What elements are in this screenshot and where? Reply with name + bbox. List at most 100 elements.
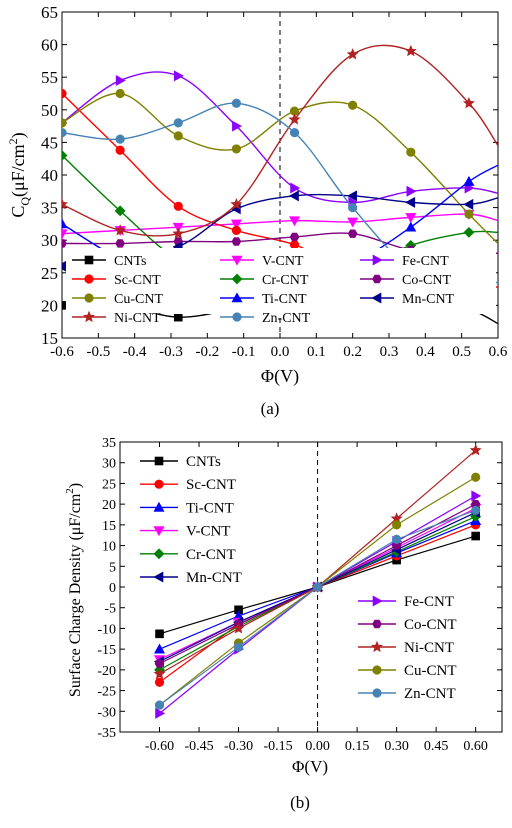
legend-item-zn-cnt-b: Zn-CNT xyxy=(358,686,456,702)
legend-marker-b xyxy=(372,595,383,607)
data-point-cu-cnt-a xyxy=(406,147,416,157)
data-point-co-cnt-b xyxy=(154,659,165,668)
y-tick-label-b: -10 xyxy=(97,622,116,637)
legend-label-a: Fe-CNT xyxy=(402,254,449,269)
x-tick-label-a: -0.2 xyxy=(195,344,219,360)
data-point-mn-cnt-a xyxy=(405,196,416,208)
legend-item-co-cnt-a: Co-CNT xyxy=(360,273,451,288)
x-tick-label-a: 0.0 xyxy=(271,344,290,360)
data-point-zn-cnt-a xyxy=(115,134,125,144)
series-line-fe-cnt-a xyxy=(62,71,498,204)
legend-item-ti-cnt-a: Ti-CNT xyxy=(220,292,307,307)
data-point-cu-cnt-a xyxy=(231,144,241,154)
legend-marker-a xyxy=(372,254,383,266)
data-point-zn-cnt-b xyxy=(154,700,165,710)
series-zn-cnt-b xyxy=(154,505,481,710)
data-point-ti-cnt-a xyxy=(405,221,417,232)
x-tick-label-b: 0.30 xyxy=(384,739,409,754)
data-point-fe-cnt-b xyxy=(155,707,166,719)
data-point-co-cnt-a xyxy=(62,239,67,248)
legend-marker-b xyxy=(153,571,164,583)
data-point-cnts-b xyxy=(471,531,480,541)
legend-label-b: Co-CNT xyxy=(404,617,457,633)
chart-panel-b: -0.60 -0.45 -0.30 -0.15 0.00 0.15 0.30 0.45 0.60… xyxy=(64,436,503,812)
data-point-v-cnt-a xyxy=(62,229,68,240)
data-point-co-cnt-a xyxy=(289,232,300,242)
legend-label-a: Ti-CNT xyxy=(262,292,307,307)
x-tick-label-a: 0.5 xyxy=(452,344,471,360)
data-point-sc-cnt-a xyxy=(231,225,241,236)
data-point-zn-cnt-b xyxy=(233,642,244,652)
data-point-cu-cnt-a xyxy=(348,100,358,110)
data-point-zn-cnt-a xyxy=(62,128,67,138)
x-tick-label-b: 0.60 xyxy=(463,739,488,754)
y-axis-label-a: CQ(μF/cm2) xyxy=(6,132,32,217)
legend-item-zn-cnt-a: Zn-CNT xyxy=(220,311,311,326)
legend-item-cnts-b: CNTs xyxy=(140,454,221,470)
x-axis-label-a: Φ(V) xyxy=(261,366,299,387)
legend-item-sc-cnt-a: Sc-CNT xyxy=(72,273,161,288)
data-point-co-cnt-a xyxy=(115,239,125,248)
legend-item-cr-cnt-a: Cr-CNT xyxy=(220,273,309,288)
data-point-zn-cnt-a xyxy=(231,98,241,108)
data-point-sc-cnt-a xyxy=(289,240,300,250)
legend-label-a: Co-CNT xyxy=(402,273,451,288)
legend-marker-a xyxy=(231,273,243,285)
x-tick-label-b: 0.45 xyxy=(424,739,449,754)
data-point-zn-cnt-a xyxy=(348,203,358,213)
x-tick-label-a: -0.4 xyxy=(123,344,147,360)
x-tick-label-a: 0.2 xyxy=(343,344,362,360)
x-tick-label-a: 0.6 xyxy=(489,344,508,360)
data-point-v-cnt-a xyxy=(405,213,417,223)
y-tick-label-b: 25 xyxy=(102,477,116,492)
legend-item-ti-cnt-b: Ti-CNT xyxy=(140,500,234,516)
series-line-ni-cnt-a xyxy=(62,44,498,237)
data-point-ni-cnt-a xyxy=(346,48,359,60)
y-tick-label-b: 20 xyxy=(102,498,116,513)
data-point-ni-cnt-a xyxy=(288,113,301,125)
legend-marker-b xyxy=(153,501,165,512)
legend-marker-a xyxy=(232,312,242,322)
legend-item-ni-cnt-b: Ni-CNT xyxy=(358,640,454,656)
legend-item-cu-cnt-a: Cu-CNT xyxy=(72,292,163,307)
data-point-cnts-a xyxy=(62,301,67,310)
legend-label-b: V-CNT xyxy=(186,524,230,540)
data-point-mn-cnt-a xyxy=(463,198,474,210)
data-point-fe-cnt-a xyxy=(406,185,417,197)
x-tick-label-a: 0.4 xyxy=(416,344,435,360)
legend-item-mn-cnt-b: Mn-CNT xyxy=(140,570,242,586)
data-point-fe-cnt-a xyxy=(115,74,126,86)
data-point-cr-cnt-a xyxy=(463,226,475,238)
x-tick-label-b: -0.60 xyxy=(145,739,174,754)
data-point-zn-cnt-b xyxy=(392,534,402,544)
data-point-cnts-b xyxy=(155,629,164,639)
y-tick-label-b: 30 xyxy=(102,457,116,472)
x-tick-label-a: -0.1 xyxy=(232,344,256,360)
legend-item-fe-cnt-b: Fe-CNT xyxy=(358,594,454,610)
x-tick-label-b: 0.00 xyxy=(305,739,330,754)
legend-box-a xyxy=(66,248,496,314)
data-point-sc-cnt-b xyxy=(154,677,165,687)
y-tick-label-b: 15 xyxy=(102,519,116,534)
y-axis-label-b: Surface Charge Density (μF/cm2) xyxy=(64,483,84,697)
panel-label-b: (b) xyxy=(290,793,310,812)
data-point-mn-cnt-a xyxy=(288,190,299,202)
y-tick-label-b: -35 xyxy=(97,726,116,741)
data-point-cu-cnt-a xyxy=(464,209,474,219)
legend-label-a: Cr-CNT xyxy=(262,273,309,288)
legend-item-fe-cnt-a: Fe-CNT xyxy=(360,254,449,269)
data-point-v-cnt-a xyxy=(230,219,242,230)
x-tick-label-a: 0.3 xyxy=(380,344,399,360)
y-tick-label-b: -25 xyxy=(97,685,116,700)
legend-label-a: Mn-CNT xyxy=(402,292,455,307)
legend-marker-b xyxy=(372,688,382,698)
legend-marker-a xyxy=(83,310,95,323)
data-point-cr-cnt-a xyxy=(62,150,68,161)
data-point-ni-cnt-b xyxy=(232,622,245,634)
x-tick-label-b: 0.15 xyxy=(345,739,370,754)
panel-label-a: (a) xyxy=(261,399,280,418)
legend-label-b: Cr-CNT xyxy=(186,547,236,563)
data-point-ni-cnt-a xyxy=(230,198,243,210)
x-tick-label-a: -0.6 xyxy=(50,344,74,360)
x-tick-label-b: -0.15 xyxy=(263,739,292,754)
